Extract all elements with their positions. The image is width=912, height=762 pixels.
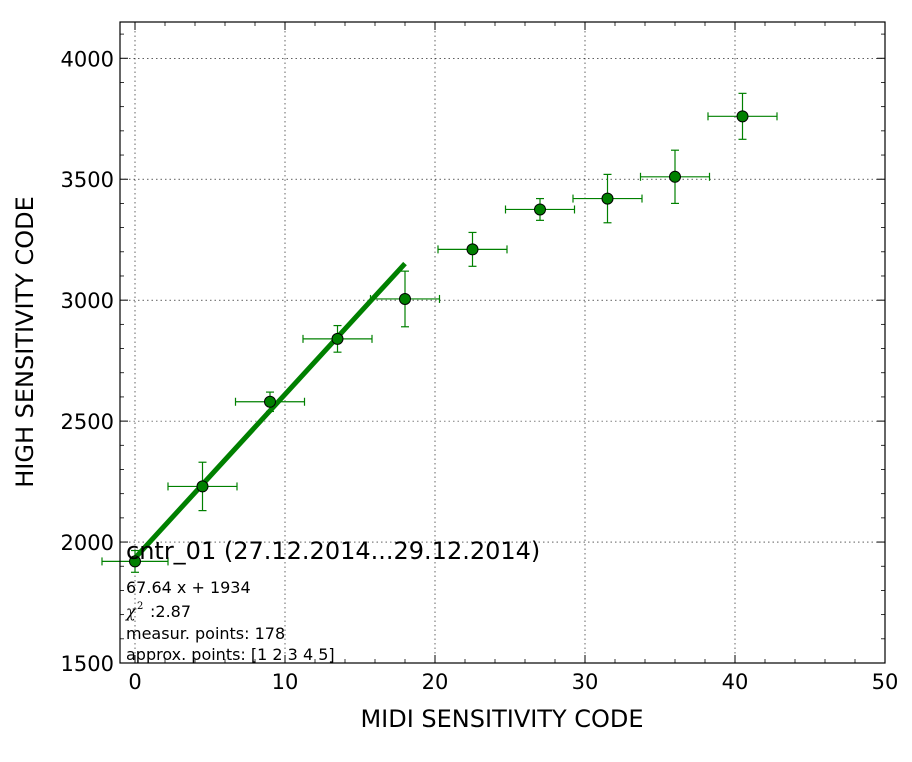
x-tick-label: 0 — [128, 670, 141, 694]
y-tick-label: 2500 — [61, 410, 114, 434]
y-tick-label: 2000 — [61, 531, 114, 555]
x-axis-label: MIDI SENSITIVITY CODE — [360, 705, 643, 733]
data-point — [399, 292, 411, 305]
plot-frame — [119, 21, 886, 664]
chi-superscript: 2 — [137, 601, 143, 612]
y-tick-label: 1500 — [61, 652, 114, 676]
data-point — [736, 110, 749, 123]
y-tick-label: 4000 — [61, 47, 114, 71]
y-axis-label: HIGH SENSITIVITY CODE — [11, 196, 39, 488]
y-tick-label: 3500 — [61, 168, 114, 192]
fit-equation: 67.64 x + 1934 — [126, 578, 251, 597]
approx-points: approx. points: [1 2 3 4 5] — [126, 645, 335, 664]
x-tick-label: 50 — [872, 670, 899, 694]
data-markers — [129, 110, 749, 568]
x-tick-labels: 0 10 20 30 40 50 — [128, 670, 898, 694]
data-point — [534, 203, 546, 216]
chi-square-annotation: χ 2 :2.87 — [125, 601, 191, 621]
plot-background — [120, 22, 885, 663]
y-tick-labels: 1500 2000 2500 3000 3500 4000 — [61, 47, 114, 676]
data-point — [669, 170, 681, 183]
x-tick-label: 30 — [572, 670, 599, 694]
y-tick-label: 3000 — [61, 289, 114, 313]
fit-line-group — [133, 261, 407, 560]
chi-symbol: χ — [125, 602, 137, 621]
fit-line — [133, 261, 407, 560]
chi-value: :2.87 — [150, 602, 191, 621]
x-tick-label: 40 — [722, 670, 749, 694]
data-point — [601, 192, 614, 205]
data-point — [129, 555, 141, 568]
measured-points: measur. points: 178 — [126, 624, 285, 643]
data-point — [331, 332, 344, 345]
data-point — [264, 395, 276, 408]
x-tick-label: 20 — [422, 670, 449, 694]
x-tick-label: 10 — [272, 670, 299, 694]
minor-ticks — [120, 22, 885, 663]
data-point — [466, 243, 479, 256]
data-point — [196, 480, 209, 493]
chart-title: cntr_01 (27.12.2014...29.12.2014) — [126, 537, 540, 565]
